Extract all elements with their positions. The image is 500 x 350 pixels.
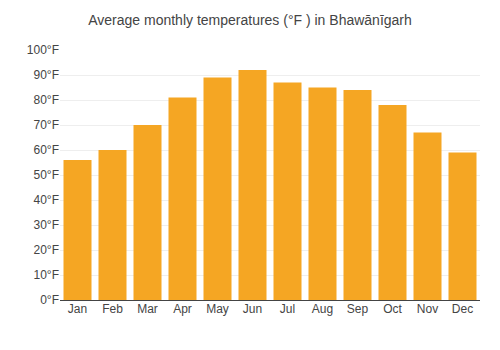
svg-text:90°F: 90°F (34, 68, 59, 82)
svg-text:Jan: Jan (68, 302, 87, 316)
svg-text:Average monthly temperatures (: Average monthly temperatures (°F ) in Bh… (88, 12, 412, 28)
svg-text:Aug: Aug (312, 302, 333, 316)
svg-text:80°F: 80°F (34, 93, 59, 107)
svg-text:50°F: 50°F (34, 168, 59, 182)
svg-text:30°F: 30°F (34, 218, 59, 232)
svg-text:May: May (206, 302, 229, 316)
svg-text:Dec: Dec (452, 302, 473, 316)
svg-text:20°F: 20°F (34, 243, 59, 257)
svg-text:70°F: 70°F (34, 118, 59, 132)
svg-text:Mar: Mar (137, 302, 158, 316)
svg-text:Sep: Sep (347, 302, 369, 316)
svg-text:Nov: Nov (417, 302, 438, 316)
svg-text:Feb: Feb (102, 302, 123, 316)
svg-text:Jun: Jun (243, 302, 262, 316)
svg-text:Jul: Jul (280, 302, 295, 316)
svg-text:100°F: 100°F (27, 43, 59, 57)
svg-text:10°F: 10°F (34, 268, 59, 282)
svg-text:Apr: Apr (173, 302, 192, 316)
svg-text:60°F: 60°F (34, 143, 59, 157)
svg-text:0°F: 0°F (40, 293, 59, 307)
svg-text:40°F: 40°F (34, 193, 59, 207)
svg-text:Oct: Oct (383, 302, 402, 316)
